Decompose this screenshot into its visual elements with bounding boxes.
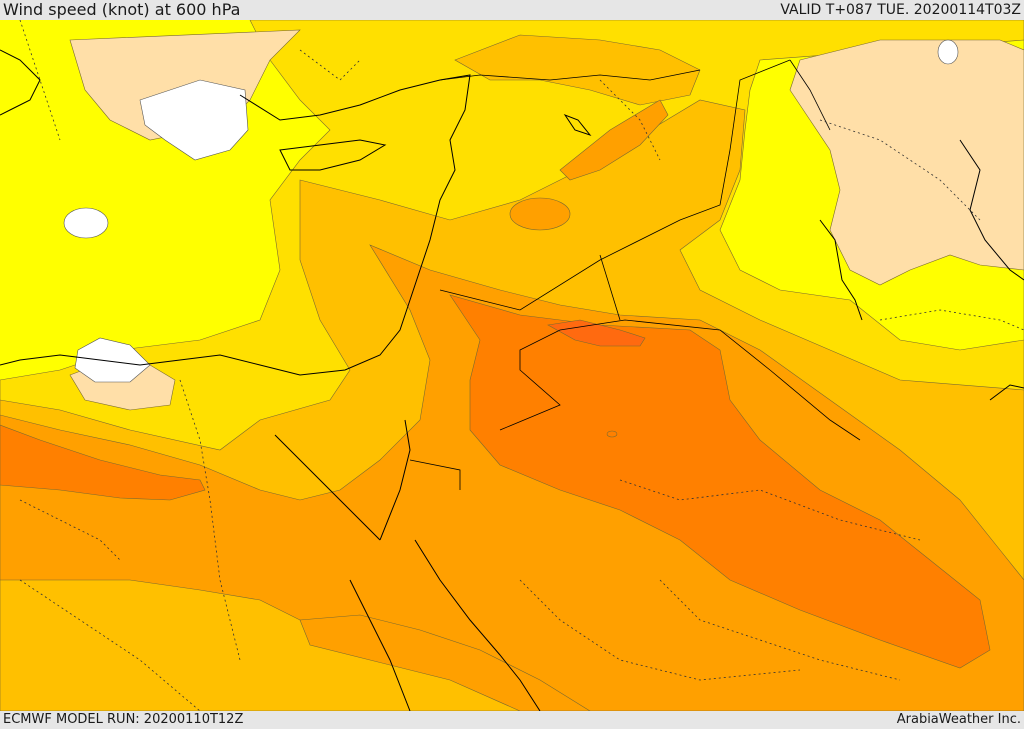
political-borders xyxy=(409,59,861,490)
map-title: Wind speed (knot) at 600 hPa xyxy=(3,0,241,19)
band-70-80-core xyxy=(547,319,646,347)
band-lt10-a xyxy=(139,79,249,161)
band-50-60-south xyxy=(299,614,591,711)
regional-borders xyxy=(19,20,1024,711)
band-lt10-d xyxy=(937,39,959,65)
map-canvas xyxy=(0,20,1024,711)
wind-speed-map[interactable] xyxy=(0,20,1024,711)
valid-time: VALID T+087 TUE. 20200114T03Z xyxy=(780,2,1021,18)
band-40-50-north xyxy=(454,34,701,106)
band-60-70-main xyxy=(449,294,991,669)
footer-bar: ECMWF MODEL RUN: 20200110T12Z ArabiaWeat… xyxy=(0,711,1024,729)
band-lt10-b xyxy=(63,207,109,239)
model-run: ECMWF MODEL RUN: 20200110T12Z xyxy=(3,712,244,727)
coastlines xyxy=(0,49,1024,711)
credit: ArabiaWeather Inc. xyxy=(896,712,1021,727)
band-60-70-west xyxy=(0,424,206,501)
band-10-20-iran xyxy=(789,39,1024,286)
band-50-60-blob xyxy=(509,197,571,231)
band-lt10-c xyxy=(74,337,151,383)
header-bar: Wind speed (knot) at 600 hPa VALID T+087… xyxy=(0,0,1024,20)
band-50-60-ridge xyxy=(559,99,669,181)
band-60-70-spot xyxy=(606,430,618,438)
